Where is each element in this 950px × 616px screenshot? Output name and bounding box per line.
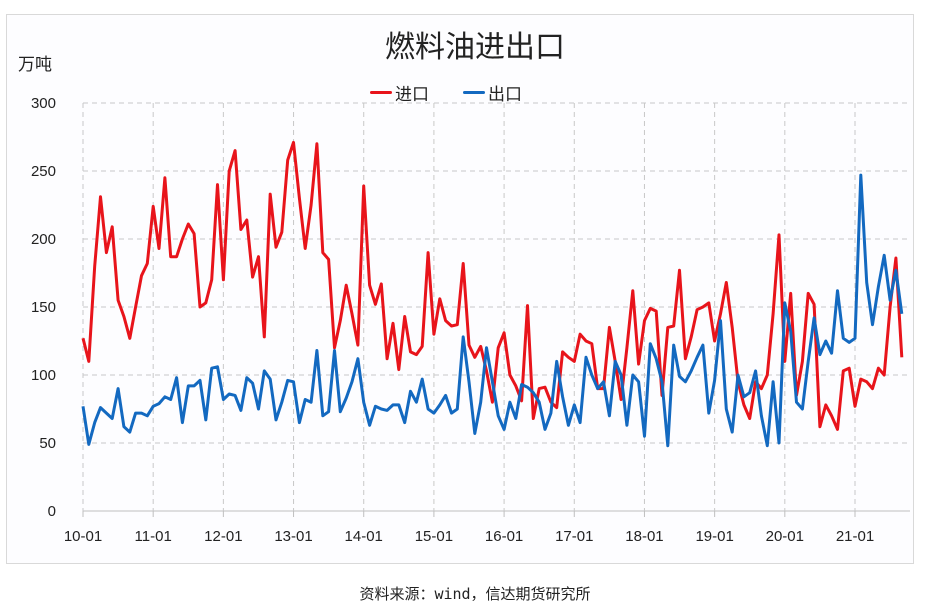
x-tick-label: 21-01 [836,528,874,545]
x-tick-label: 17-01 [555,528,593,545]
y-axis-unit-label: 万吨 [18,55,52,75]
y-tick-label: 50 [39,435,56,452]
x-tick-label: 15-01 [415,528,453,545]
x-tick-label: 12-01 [204,528,242,545]
y-tick-label: 100 [31,367,56,384]
x-tick-label: 13-01 [274,528,312,545]
legend-swatch-export [463,91,485,94]
y-tick-label: 300 [31,95,56,112]
legend-swatch-import [370,91,392,94]
x-tick-label: 20-01 [766,528,804,545]
legend-label-export: 出口 [488,85,522,105]
legend-item-export: 出口 [463,80,522,105]
y-tick-label: 200 [31,231,56,248]
import-series-line [81,140,904,431]
x-tick-label: 18-01 [625,528,663,545]
y-tick-label: 0 [48,503,56,520]
y-tick-label: 150 [31,299,56,316]
chart-title: 燃料油进出口 [385,30,565,65]
export-series-line [81,173,904,448]
legend-item-import: 进口 [370,80,429,105]
source-note: 资料来源：wind，信达期货研究所 [359,585,591,603]
x-tick-label: 11-01 [135,528,172,545]
x-tick-label: 16-01 [485,528,523,545]
legend: 进口 出口 [370,80,522,105]
x-tick-label: 10-01 [64,528,102,545]
y-tick-label: 250 [31,163,56,180]
x-tick-label: 19-01 [695,528,733,545]
legend-label-import: 进口 [395,85,429,105]
x-tick-label: 14-01 [345,528,383,545]
